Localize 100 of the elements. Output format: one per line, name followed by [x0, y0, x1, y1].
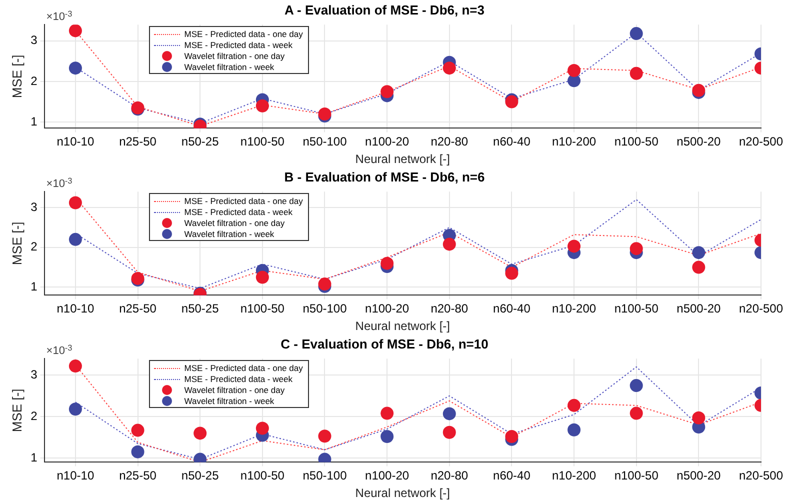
- y-tick-label: 1: [30, 450, 38, 464]
- point: [68, 196, 82, 210]
- x-tick-label: n100-50: [240, 134, 285, 149]
- point: [630, 27, 643, 40]
- x-tick-label: n60-40: [493, 468, 531, 483]
- x-axis-title: Neural network [-]: [355, 486, 450, 500]
- legend-label: MSE - Predicted data - one day: [184, 196, 303, 206]
- legend-label: Wavelet filtration - week: [184, 229, 274, 240]
- point: [630, 379, 643, 392]
- x-tick-label: n100-50: [614, 134, 659, 149]
- legend-label: MSE - Predicted data - one day: [184, 29, 303, 40]
- legend-label: Wavelet filtration - one day: [184, 218, 285, 228]
- point: [380, 406, 394, 420]
- x-tick-label: n100-50: [240, 468, 285, 483]
- legend-label: MSE - Predicted data - week: [184, 40, 292, 50]
- x-tick-label: n10-200: [552, 134, 596, 149]
- x-tick-label: n25-50: [119, 134, 157, 149]
- legend-label: Wavelet filtration - week: [184, 62, 274, 72]
- x-axis-title: Neural network [-]: [355, 319, 450, 334]
- x-tick-label: n50-100: [302, 134, 348, 149]
- point: [568, 423, 581, 436]
- x-tick-label: n100-20: [365, 302, 410, 316]
- y-axis-title: MSE [-]: [9, 54, 24, 98]
- x-tick-label: n60-40: [493, 302, 531, 316]
- y-axis-title: MSE [-]: [9, 222, 24, 266]
- legend-label: Wavelet filtration - one day: [184, 385, 285, 396]
- x-tick-label: n25-50: [119, 302, 157, 316]
- x-tick-label: n20-500: [738, 468, 784, 483]
- y-tick-label: 3: [30, 200, 38, 214]
- x-tick-label: n25-50: [119, 468, 157, 483]
- point: [568, 240, 581, 253]
- point: [318, 430, 332, 443]
- point: [442, 62, 456, 75]
- point: [256, 270, 269, 284]
- x-tick-label: n100-20: [365, 134, 410, 149]
- x-tick-label: n10-10: [56, 134, 94, 149]
- x-tick-label: n500-20: [676, 468, 722, 483]
- x-tick-label: n60-40: [493, 134, 531, 149]
- legend-label: MSE - Predicted data - one day: [184, 363, 303, 374]
- x-tick-label: n20-80: [430, 134, 468, 149]
- point: [68, 232, 82, 246]
- point: [380, 256, 394, 270]
- x-tick-label: n10-200: [552, 468, 596, 483]
- point: [194, 426, 207, 440]
- x-tick-label: n500-20: [676, 134, 722, 149]
- x-tick-label: n50-25: [181, 302, 220, 316]
- x-tick-label: n100-50: [614, 302, 659, 316]
- x-tick-label: n50-25: [181, 468, 220, 483]
- x-tick-label: n500-20: [676, 302, 722, 316]
- x-tick-label: n100-20: [365, 468, 410, 483]
- x-tick-label: n10-200: [552, 302, 596, 316]
- point: [256, 422, 269, 435]
- point: [68, 62, 82, 75]
- chart-title: C - Evaluation of MSE - Db6, n=10: [280, 336, 488, 352]
- point: [68, 24, 82, 38]
- x-axis-title: Neural network [-]: [355, 152, 450, 166]
- point: [568, 64, 581, 78]
- point: [630, 242, 643, 256]
- point: [380, 430, 394, 444]
- point: [131, 445, 144, 458]
- y-axis-title: MSE [-]: [9, 388, 24, 432]
- chart-title: B - Evaluation of MSE - Db6, n=6: [284, 169, 485, 184]
- legend-label: Wavelet filtration - week: [184, 396, 274, 406]
- legend-label: Wavelet filtration - one day: [184, 51, 285, 62]
- point: [692, 411, 706, 424]
- x-tick-label: n100-50: [614, 468, 659, 483]
- x-tick-label: n50-100: [302, 302, 348, 316]
- x-tick-label: n50-100: [302, 468, 348, 483]
- y-tick-label: 2: [30, 408, 38, 423]
- x-tick-label: n10-10: [56, 468, 94, 483]
- point: [68, 360, 82, 373]
- x-tick-label: n20-80: [430, 468, 468, 483]
- x-tick-label: n10-10: [56, 302, 94, 316]
- chart-title: A - Evaluation of MSE - Db6, n=3: [284, 2, 484, 18]
- legend-label: MSE - Predicted data - week: [184, 374, 292, 384]
- x-tick-label: n50-25: [181, 134, 220, 149]
- x-tick-label: n100-50: [240, 302, 285, 316]
- point: [131, 424, 144, 437]
- x-tick-label: n20-500: [738, 302, 784, 316]
- point: [256, 99, 269, 112]
- point: [442, 407, 456, 420]
- y-tick-label: 1: [30, 114, 38, 128]
- x-tick-label: n20-80: [430, 302, 468, 316]
- y-tick-label: 1: [30, 280, 38, 294]
- point: [692, 260, 706, 274]
- point: [630, 66, 643, 80]
- legend-label: MSE - Predicted data - week: [184, 207, 292, 218]
- y-tick-label: 2: [30, 74, 38, 88]
- point: [568, 398, 581, 412]
- point: [442, 238, 456, 251]
- point: [505, 430, 518, 444]
- point: [68, 402, 82, 416]
- y-tick-label: 3: [30, 33, 38, 48]
- y-tick-label: 2: [30, 240, 38, 254]
- x-tick-label: n20-500: [738, 134, 784, 149]
- point: [318, 107, 332, 120]
- point: [505, 266, 518, 280]
- point: [630, 406, 643, 420]
- point: [442, 426, 456, 439]
- point: [380, 85, 394, 98]
